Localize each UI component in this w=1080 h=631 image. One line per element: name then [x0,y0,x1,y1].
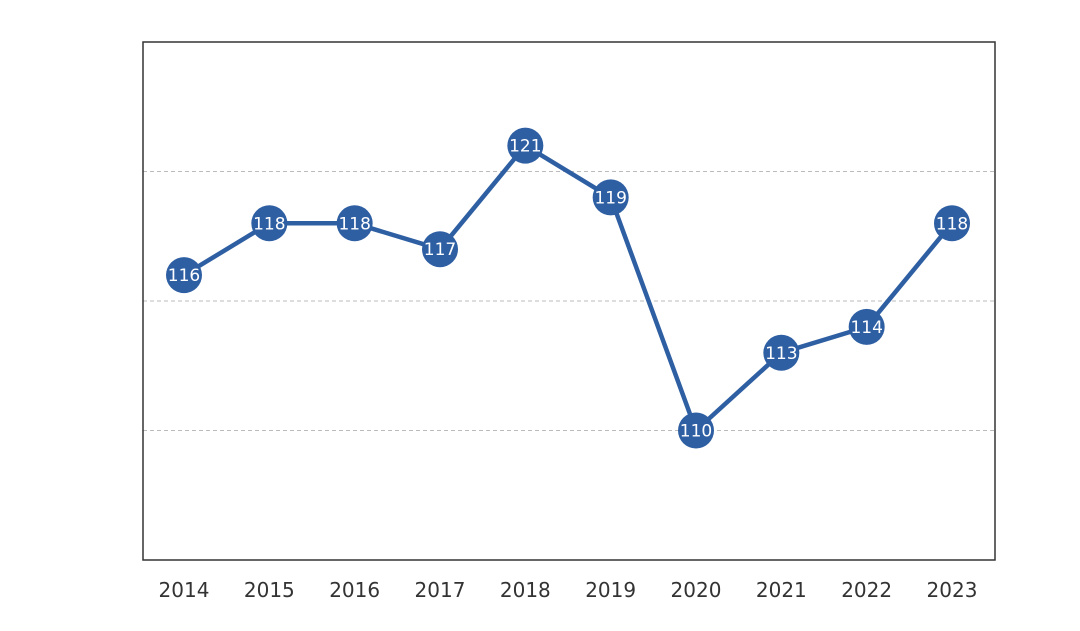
data-label: 121 [509,137,541,157]
data-label: 113 [765,344,797,364]
data-label: 119 [594,188,626,208]
data-point [848,308,885,345]
data-point [251,205,288,242]
data-point [763,334,800,371]
data-label: 118 [253,214,285,234]
grid-layer [143,171,995,431]
data-point [507,127,544,164]
x-tick-label: 2018 [500,578,551,602]
data-point [422,231,458,268]
data-point [592,179,629,216]
data-point [934,205,970,242]
x-tick-label: 2020 [671,578,722,602]
plot-frame [142,41,996,561]
data-label: 114 [850,318,882,338]
x-tick-label: 2015 [244,578,295,602]
x-tick-label: 2016 [329,578,380,602]
series-line [181,143,955,433]
data-point [678,412,714,449]
data-label: 118 [936,214,968,234]
data-point [336,205,373,242]
x-tick-label: 2014 [159,578,210,602]
x-tick-label: 2017 [415,578,466,602]
x-tick-label: 2022 [841,578,892,602]
x-tick-label: 2023 [927,578,978,602]
data-label: 117 [424,240,456,260]
data-label: 116 [168,266,200,286]
series-layer: 116 118 118 117 121 119 110 113 114 118 [166,127,970,449]
x-tick-label: 2019 [585,578,636,602]
x-axis-ticks: 2014 2015 2016 2017 2018 2019 2020 2021 2022 2023 [159,578,978,602]
x-tick-label: 2021 [756,578,807,602]
data-label: 118 [338,214,370,234]
data-point [166,257,202,294]
data-label: 110 [680,422,712,442]
